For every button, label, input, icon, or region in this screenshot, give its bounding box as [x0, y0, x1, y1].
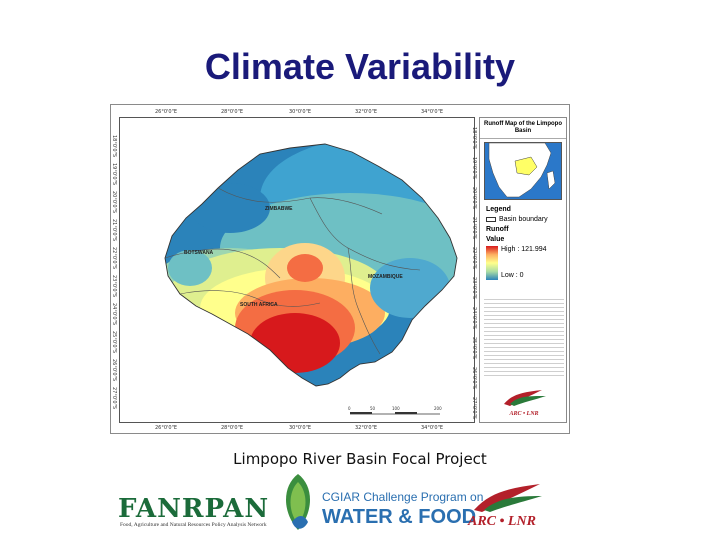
latitude-right-label: 22°0'0"S: [471, 247, 477, 270]
longitude-bottom-label: 34°0'0"E: [421, 425, 444, 431]
cgiar-leaf-icon: [286, 474, 310, 530]
inset-locator-map: [484, 142, 562, 200]
latitude-right-label: 26°0'0"S: [471, 367, 477, 390]
longitude-bottom-label: 26°0'0"E: [155, 425, 178, 431]
scale-tick: 50: [370, 406, 376, 411]
legend-layer-name: Runoff: [486, 226, 509, 233]
latitude-left-label: 22°0'0"S: [111, 247, 117, 270]
label-mozambique: MOZAMBIQUE: [368, 274, 403, 280]
arc-lnr-leaf-icon: [474, 484, 542, 512]
latitude-left-label: 21°0'0"S: [111, 219, 117, 242]
country-borders: [164, 187, 421, 355]
latitude-right-label: 27°0'0"S: [471, 397, 477, 420]
latitude-right-label: 21°0'0"S: [471, 217, 477, 240]
latitude-left-label: 26°0'0"S: [111, 359, 117, 382]
legend-low-value: Low : 0: [501, 272, 524, 279]
latitude-right-label: 25°0'0"S: [471, 337, 477, 360]
runoff-map-canvas: ZIMBABWE BOTSWANA MOZAMBIQUE SOUTH AFRIC…: [164, 143, 458, 415]
latitude-left-label: 19°0'0"S: [111, 163, 117, 186]
africa-inset-shape: [488, 143, 556, 198]
longitude-top-label: 32°0'0"E: [355, 109, 378, 115]
runoff-raster: [165, 144, 457, 386]
latitude-right-label: 20°0'0"S: [471, 187, 477, 210]
panel-title: Runoff Map of the Limpopo Basin: [480, 118, 566, 139]
latitude-left-label: 25°0'0"S: [111, 331, 117, 354]
scale-tick: 100: [392, 406, 400, 411]
scale-tick: 0: [348, 406, 351, 411]
label-south-africa: SOUTH AFRICA: [240, 302, 278, 308]
slide-subtitle: Limpopo River Basin Focal Project: [233, 450, 487, 468]
fanrpan-logo: FANRPAN: [118, 494, 270, 524]
latitude-right-label: 19°0'0"S: [471, 157, 477, 180]
latitude-left-label: 27°0'0"S: [111, 387, 117, 410]
label-botswana: BOTSWANA: [184, 250, 214, 256]
latitude-left-label: 20°0'0"S: [111, 191, 117, 214]
fanrpan-logo-subtitle: Food, Agriculture and Natural Resources …: [120, 522, 267, 528]
legend-title: Legend: [486, 206, 511, 213]
longitude-bottom-label: 32°0'0"E: [355, 425, 378, 431]
runoff-map-figure: ZIMBABWE BOTSWANA MOZAMBIQUE SOUTH AFRIC…: [110, 104, 570, 434]
legend-value-label: Value: [486, 236, 505, 243]
arc-small-text: ARC • LNR: [509, 411, 539, 417]
longitude-top-label: 28°0'0"E: [221, 109, 244, 115]
latitude-right-label: 23°0'0"S: [471, 277, 477, 300]
latitude-right-label: 18°0'0"S: [471, 127, 477, 150]
map-side-panel: Runoff Map of the Limpopo Basin Legend B…: [479, 117, 567, 423]
legend-high-value: High : 121.994: [501, 246, 547, 253]
basin-boundary-swatch: [486, 217, 496, 222]
latitude-left-label: 24°0'0"S: [111, 303, 117, 326]
scale-bar: 0 50 100 200: [348, 406, 442, 415]
projection-info-block: [484, 296, 564, 376]
longitude-top-label: 34°0'0"E: [421, 109, 444, 115]
longitude-bottom-label: 30°0'0"E: [289, 425, 312, 431]
latitude-left-label: 23°0'0"S: [111, 275, 117, 298]
arc-lnr-logo: ARC • LNR: [468, 514, 536, 529]
arc-lnr-logo-small: ARC • LNR: [498, 388, 550, 420]
slide-title: Climate Variability: [204, 46, 516, 87]
scale-tick: 200: [434, 406, 442, 411]
cgiar-logo-line2: WATER & FOOD: [322, 506, 477, 528]
label-zimbabwe: ZIMBABWE: [265, 206, 293, 212]
latitude-left-label: 18°0'0"S: [111, 135, 117, 158]
cgiar-logo-line1: CGIAR Challenge Program on: [322, 490, 484, 504]
runoff-color-ramp: [486, 246, 498, 280]
longitude-bottom-label: 28°0'0"E: [221, 425, 244, 431]
longitude-top-label: 26°0'0"E: [155, 109, 178, 115]
longitude-top-label: 30°0'0"E: [289, 109, 312, 115]
legend-basin-boundary: Basin boundary: [499, 216, 548, 223]
arc-leaf-icon: [504, 390, 546, 406]
map-area: ZIMBABWE BOTSWANA MOZAMBIQUE SOUTH AFRIC…: [119, 117, 475, 423]
latitude-right-label: 24°0'0"S: [471, 307, 477, 330]
